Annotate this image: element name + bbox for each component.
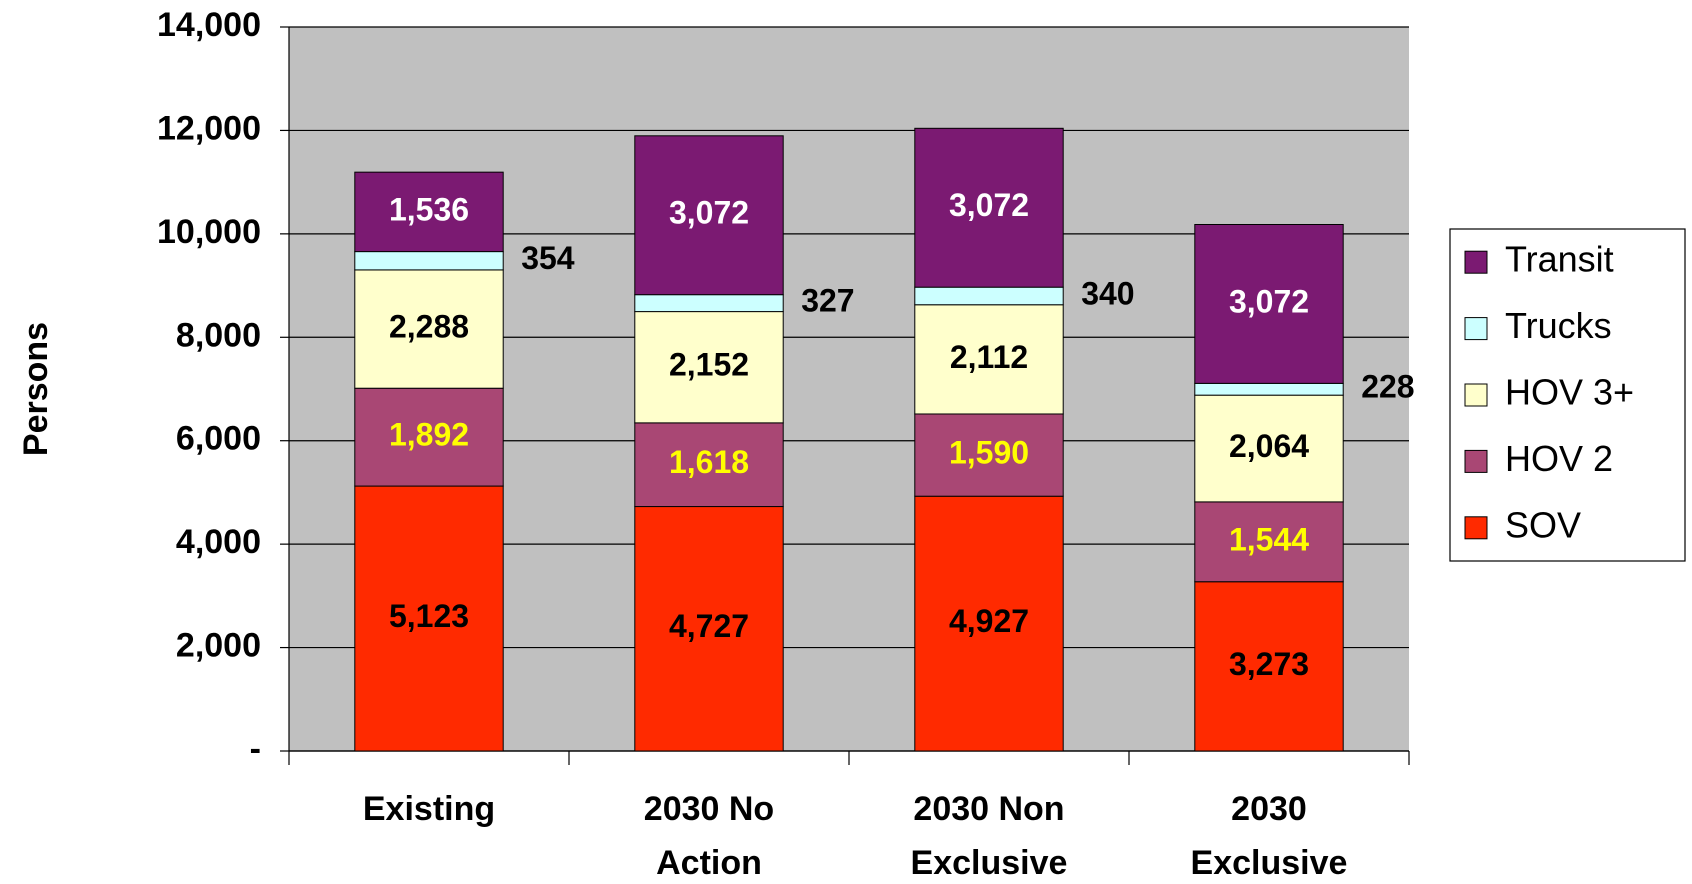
legend-swatch: [1464, 449, 1488, 473]
bar-segment: [354, 251, 504, 271]
data-label: 340: [1081, 275, 1134, 311]
legend-swatch: [1464, 516, 1488, 540]
data-label: 3,273: [1229, 646, 1309, 682]
bar-segment: [634, 506, 784, 752]
data-label: 4,927: [949, 603, 1029, 639]
bar-segment: [914, 304, 1064, 415]
bar-segment: [1194, 394, 1344, 503]
bar-segment: [354, 171, 504, 253]
bar-segment: [634, 135, 784, 296]
legend-swatch: [1464, 317, 1488, 341]
data-label: 1,536: [389, 191, 469, 227]
data-label: 1,892: [389, 417, 469, 453]
y-tick-label: 8,000: [176, 316, 261, 354]
data-label: 3,072: [949, 187, 1029, 223]
bar-segment: [634, 422, 784, 508]
data-label: 3,072: [1229, 283, 1309, 319]
y-tick-label: 12,000: [157, 109, 261, 147]
legend-label: Trucks: [1505, 305, 1612, 346]
x-tick-label: 2030 Exclusive: [1190, 790, 1348, 882]
bar-segment: [354, 269, 504, 389]
legend-swatch: [1464, 383, 1488, 407]
y-axis-title: Persons: [17, 322, 55, 456]
bar-segment: [914, 495, 1064, 752]
data-label: 327: [801, 283, 854, 319]
data-label: 1,590: [949, 435, 1029, 471]
y-tick-label: -: [250, 730, 261, 768]
legend-label: HOV 3+: [1505, 372, 1634, 413]
legend-label: Transit: [1505, 239, 1614, 280]
y-tick-label: 6,000: [176, 420, 261, 458]
y-tick-label: 2,000: [176, 627, 261, 665]
data-label: 4,727: [669, 608, 749, 644]
y-tick-label: 14,000: [157, 6, 261, 44]
data-label: 1,544: [1229, 521, 1309, 557]
bar-segment: [354, 485, 504, 752]
bar-segment: [1194, 382, 1344, 396]
data-label: 3,072: [669, 195, 749, 231]
bar-segment: [1194, 223, 1344, 384]
data-label: 228: [1361, 369, 1414, 405]
data-label: 2,064: [1229, 428, 1309, 464]
bar-segment: [1194, 581, 1344, 752]
legend-swatch: [1464, 250, 1488, 274]
data-label: 2,112: [950, 339, 1028, 375]
data-label: 354: [521, 240, 575, 276]
bar-segment: [914, 127, 1064, 288]
data-label: 1,618: [669, 444, 749, 480]
bar-segment: [634, 294, 784, 313]
bar-segment: [914, 286, 1064, 306]
bar-segment: [1194, 501, 1344, 583]
data-label: 5,123: [389, 598, 469, 634]
legend-label: SOV: [1505, 504, 1581, 545]
y-tick-label: 10,000: [157, 213, 261, 251]
data-label: 2,288: [389, 309, 469, 345]
legend-box: [1449, 228, 1686, 562]
x-tick-label: Existing: [362, 790, 496, 828]
bar-segment: [914, 413, 1064, 497]
legend-label: HOV 2: [1505, 438, 1613, 479]
bar-segment: [634, 311, 784, 424]
y-tick-label: 4,000: [176, 523, 261, 561]
x-tick-label: 2030 No Action: [643, 790, 775, 882]
data-label: 2,152: [669, 347, 749, 383]
bar-segment: [354, 387, 504, 487]
x-tick-label: 2030 Non Exclusive: [910, 790, 1068, 882]
